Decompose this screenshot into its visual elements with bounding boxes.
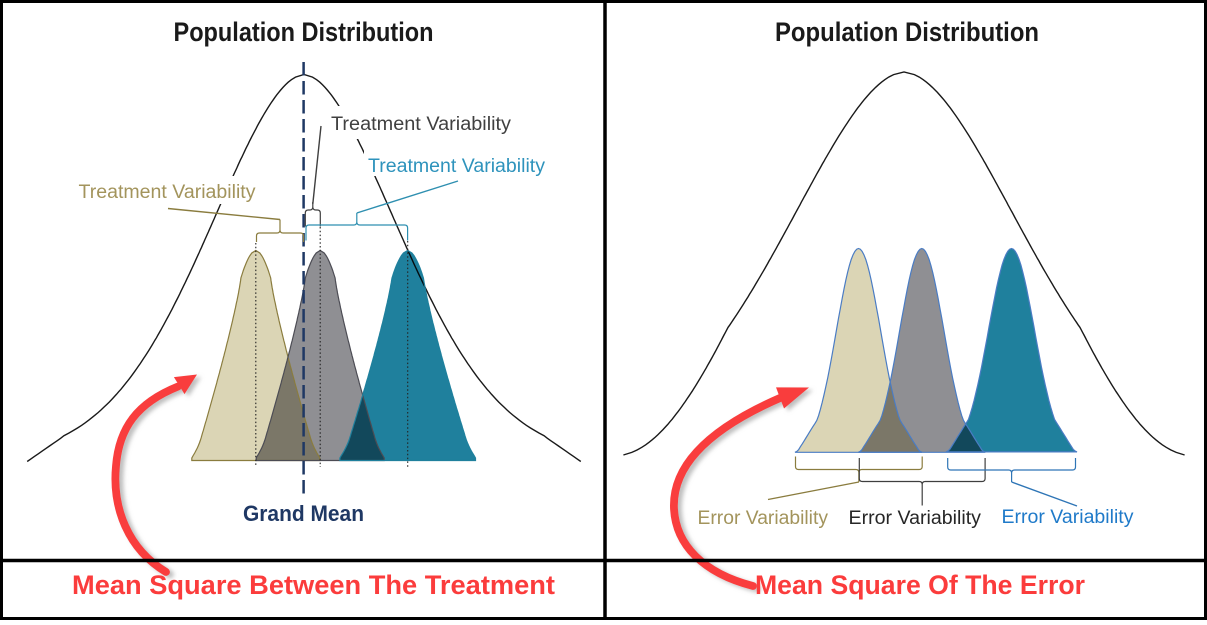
svg-text:Mean Square Between The Treatm: Mean Square Between The Treatment [72,570,555,600]
svg-text:Error Variability: Error Variability [849,508,982,529]
svg-text:Treatment Variability: Treatment Variability [79,182,257,203]
svg-text:Treatment Variability: Treatment Variability [368,156,546,177]
svg-text:Grand Mean: Grand Mean [243,501,364,526]
svg-text:Population Distribution: Population Distribution [174,17,434,47]
svg-text:Mean Square Of The Error: Mean Square Of The Error [755,570,1085,600]
svg-text:Treatment Variability: Treatment Variability [331,114,512,135]
svg-text:Error Variability: Error Variability [698,508,829,529]
svg-text:Population Distribution: Population Distribution [775,17,1039,47]
svg-text:Error Variability: Error Variability [1002,507,1134,528]
